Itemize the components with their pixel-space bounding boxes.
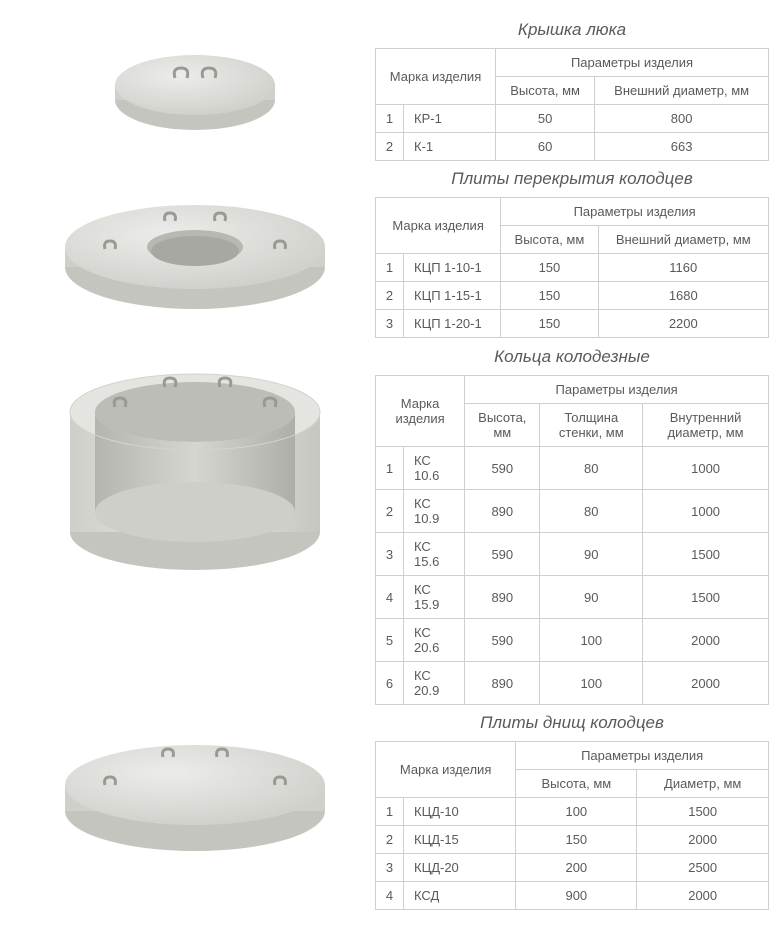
col-a: Высота, мм — [465, 404, 540, 447]
col-marka: Марка изделия — [376, 742, 516, 798]
col-c: Внутренний диаметр, мм — [643, 404, 769, 447]
table-row: 3КЦД-202002500 — [376, 854, 769, 882]
table-row: 2КС 10.9890801000 — [376, 490, 769, 533]
col-params: Параметры изделия — [496, 49, 769, 77]
section-bottom: Плиты днищ колодцев Марка изделия Параме… — [15, 713, 769, 910]
section-rings: Кольца колодезные Марка изделия Параметр… — [15, 347, 769, 705]
illustration-slab — [15, 169, 375, 339]
col-b: Диаметр, мм — [637, 770, 769, 798]
col-params: Параметры изделия — [516, 742, 769, 770]
section-cover: Крышка люка Марка изделия Параметры изде… — [15, 20, 769, 161]
section-title: Плиты перекрытия колодцев — [375, 169, 769, 189]
params-table-rings: Марка изделия Параметры изделия Высота, … — [375, 375, 769, 705]
col-marka: Марка изделия — [376, 376, 465, 447]
col-b: Внешний диаметр, мм — [595, 77, 769, 105]
params-table-cover: Марка изделия Параметры изделия Высота, … — [375, 48, 769, 161]
section-title: Крышка люка — [375, 20, 769, 40]
col-marka: Марка изделия — [376, 49, 496, 105]
table-row: 3КС 15.6590901500 — [376, 533, 769, 576]
section-title: Плиты днищ колодцев — [375, 713, 769, 733]
illustration-ring — [15, 347, 375, 587]
params-table-bottom: Марка изделия Параметры изделия Высота, … — [375, 741, 769, 910]
table-row: 4КС 15.9890901500 — [376, 576, 769, 619]
col-a: Высота, мм — [501, 226, 598, 254]
section-slab: Плиты перекрытия колодцев Марка изделия … — [15, 169, 769, 339]
table-row: 1 КЦП 1-10-1 150 1160 — [376, 254, 769, 282]
col-params: Параметры изделия — [465, 376, 769, 404]
col-b: Толщина стенки, мм — [540, 404, 643, 447]
table-row: 1КЦД-101001500 — [376, 798, 769, 826]
table-row: 1 КР-1 50 800 — [376, 105, 769, 133]
table-row: 2 К-1 60 663 — [376, 133, 769, 161]
table-row: 4КСД9002000 — [376, 882, 769, 910]
col-marka: Марка изделия — [376, 198, 501, 254]
table-row: 3 КЦП 1-20-1 150 2200 — [376, 310, 769, 338]
col-b: Внешний диаметр, мм — [598, 226, 768, 254]
table-row: 1КС 10.6590801000 — [376, 447, 769, 490]
table-row: 2 КЦП 1-15-1 150 1680 — [376, 282, 769, 310]
table-row: 5КС 20.65901002000 — [376, 619, 769, 662]
illustration-bottom — [15, 713, 375, 873]
table-row: 6КС 20.98901002000 — [376, 662, 769, 705]
section-title: Кольца колодезные — [375, 347, 769, 367]
table-row: 2КЦД-151502000 — [376, 826, 769, 854]
illustration-cover — [15, 20, 375, 160]
params-table-slab: Марка изделия Параметры изделия Высота, … — [375, 197, 769, 338]
col-params: Параметры изделия — [501, 198, 769, 226]
col-a: Высота, мм — [496, 77, 595, 105]
col-a: Высота, мм — [516, 770, 637, 798]
